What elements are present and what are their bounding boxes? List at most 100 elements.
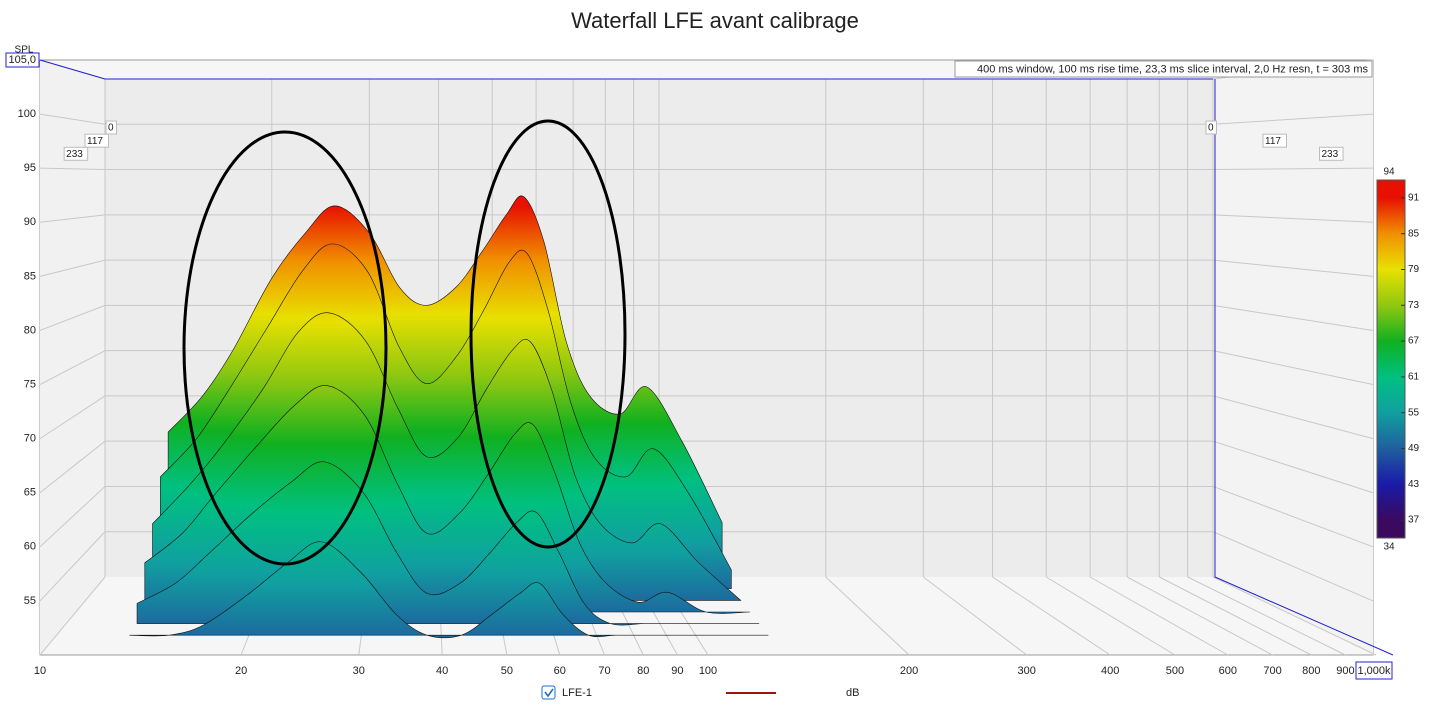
grid-line xyxy=(992,576,1111,656)
y-tick-label: 70 xyxy=(24,433,36,445)
x-tick-label: 40 xyxy=(436,665,448,677)
z-tick-box xyxy=(63,146,89,161)
grid-line xyxy=(39,576,106,656)
chart-title: Waterfall LFE avant calibrage xyxy=(571,8,859,33)
grid-line xyxy=(923,576,1028,656)
x-tick-label: 800 xyxy=(1302,665,1320,677)
grid-line xyxy=(39,395,106,440)
x-tick-label: 900 xyxy=(1336,665,1354,677)
z-tick-label: 233 xyxy=(66,149,83,160)
x-tick-label: 60 xyxy=(554,665,566,677)
x-tick-label: 30 xyxy=(353,665,365,677)
z-tick-box xyxy=(1319,146,1344,161)
x-tick-label: 80 xyxy=(637,665,649,677)
z-tick-label: 0 xyxy=(108,123,114,134)
y-tick-label: 80 xyxy=(24,324,36,336)
colorbar-tick-label: 79 xyxy=(1408,264,1420,275)
grid-line xyxy=(1159,576,1312,656)
z-tick-box xyxy=(1205,120,1217,135)
grid-line xyxy=(1212,214,1374,223)
grid-line xyxy=(39,259,106,277)
y-tick-label: 90 xyxy=(24,216,36,228)
y-tick-label: 65 xyxy=(24,487,36,499)
legend-label: LFE-1 xyxy=(562,687,592,699)
y-tick-label: 55 xyxy=(24,595,36,607)
grid-line xyxy=(1212,576,1377,656)
y-tick-label: 85 xyxy=(24,270,36,282)
colorbar-tick-label: 49 xyxy=(1408,443,1420,454)
grid-line xyxy=(39,440,106,494)
grid-line xyxy=(1212,259,1374,277)
grid-line xyxy=(1212,113,1374,125)
grid-line xyxy=(39,113,106,125)
grid-line xyxy=(825,576,910,656)
colorbar xyxy=(1376,179,1406,539)
highlight-ellipse xyxy=(182,130,388,566)
colorbar-tick-label: 91 xyxy=(1408,193,1420,204)
grid-line xyxy=(39,350,106,385)
x-tick-label: 70 xyxy=(598,665,610,677)
grid-line xyxy=(39,531,106,602)
grid-line xyxy=(1212,350,1374,386)
y-tick-label: 100 xyxy=(18,108,36,120)
x-tick-label: 90 xyxy=(671,665,683,677)
y-tick-box xyxy=(5,52,40,68)
x-tick-label: 300 xyxy=(1018,665,1036,677)
grid-line xyxy=(1212,531,1374,602)
grid-line xyxy=(39,214,106,223)
axis-edge xyxy=(39,59,106,80)
x-tick-label: 600 xyxy=(1219,665,1237,677)
grid-line xyxy=(1212,485,1374,548)
y-axis-label: SPL xyxy=(15,45,34,56)
legend-checkbox[interactable] xyxy=(541,685,556,700)
colorbar-tick-label: 61 xyxy=(1408,372,1420,383)
x-tick-label: 500 xyxy=(1166,665,1184,677)
y-tick-label: 105,0 xyxy=(8,54,36,66)
left-wall xyxy=(40,60,105,655)
annotation: 400 ms window, 100 ms rise time, 23,3 ms… xyxy=(977,63,1368,75)
x-tick-label: 200 xyxy=(900,665,918,677)
x-tick-box xyxy=(1355,661,1393,680)
grid-line xyxy=(1212,440,1374,494)
grid-line xyxy=(39,167,106,171)
x-tick-label: 1,000k xyxy=(1357,665,1391,677)
grid-line xyxy=(1187,576,1346,656)
right-wall xyxy=(1213,60,1373,655)
check-mark xyxy=(544,688,554,698)
z-tick-box xyxy=(84,133,109,148)
grid-line xyxy=(1126,576,1273,656)
highlight-ellipse xyxy=(469,119,627,549)
colorbar-tick-label: 67 xyxy=(1408,336,1420,347)
colorbar-tick-label: 85 xyxy=(1408,228,1420,239)
grid-line xyxy=(1045,576,1176,656)
z-tick-label: 233 xyxy=(1322,149,1339,160)
grid-line xyxy=(39,304,106,331)
waterfall-slice xyxy=(129,541,769,639)
x-tick-label: 20 xyxy=(235,665,247,677)
x-tick-label: 700 xyxy=(1263,665,1281,677)
colorbar-tick-label: 55 xyxy=(1408,407,1420,418)
y-tick-label: 60 xyxy=(24,541,36,553)
grid-line xyxy=(39,486,106,548)
z-tick-label: 117 xyxy=(87,136,103,147)
x-tick-label: 50 xyxy=(501,665,513,677)
z-tick-label: 117 xyxy=(1265,136,1281,147)
y-tick-label: 75 xyxy=(24,378,36,390)
legend-unit: dB xyxy=(846,687,859,699)
x-tick-label: 10 xyxy=(34,665,46,677)
grid-line xyxy=(1212,167,1374,171)
grid-line xyxy=(1212,304,1374,331)
z-tick-label: 0 xyxy=(1208,123,1214,134)
colorbar-min-label: 34 xyxy=(1383,542,1395,553)
x-tick-label: 100 xyxy=(699,665,717,677)
x-tick-label: 400 xyxy=(1101,665,1119,677)
colorbar-tick-label: 73 xyxy=(1408,300,1420,311)
annotation-box xyxy=(954,60,1373,78)
axis-edge xyxy=(1214,79,1394,656)
z-tick-box xyxy=(105,120,117,135)
y-tick-label: 95 xyxy=(24,162,36,174)
grid-line xyxy=(1212,395,1374,440)
colorbar-tick-label: 43 xyxy=(1408,479,1420,490)
grid-line xyxy=(1089,576,1229,656)
